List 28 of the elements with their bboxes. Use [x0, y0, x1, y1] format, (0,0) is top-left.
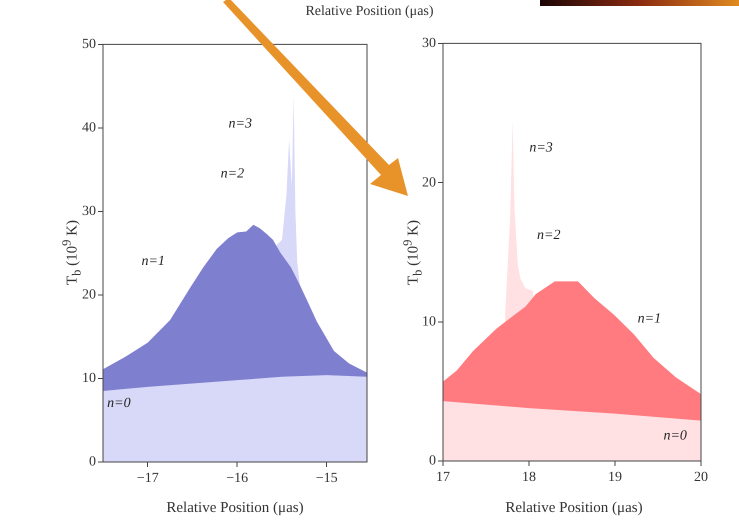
annotation: n=2 — [537, 228, 561, 244]
annotation: n=2 — [220, 166, 244, 182]
annotation: n=1 — [141, 254, 165, 270]
x-tick-label: −15 — [316, 471, 338, 486]
annotation: n=3 — [228, 116, 252, 132]
annotation: n=3 — [529, 140, 553, 156]
y-tick-label: 40 — [82, 120, 96, 136]
x-tick-label: 20 — [694, 470, 708, 486]
text: Relative Position (μas) — [304, 4, 435, 20]
annotation: n=0 — [663, 428, 687, 444]
y-tick-label: 30 — [422, 36, 436, 52]
x-tick-label: 19 — [608, 470, 622, 486]
y-tick-label: 20 — [82, 288, 96, 303]
y-tick-label: 30 — [82, 204, 96, 220]
annotation: n=0 — [107, 396, 131, 412]
x-tick-label: 17 — [436, 470, 450, 486]
x-axis-title: Relative Position (μas) — [504, 500, 644, 517]
x-axis-title: Relative Position (μas) — [165, 500, 305, 517]
x-tick-label: −17 — [136, 471, 159, 486]
x-tick-label: 18 — [522, 470, 536, 486]
x-tick-label: −16 — [226, 471, 248, 486]
y-tick-label: 10 — [82, 371, 96, 386]
y-tick-label: 0 — [89, 454, 96, 470]
annotation: n=1 — [638, 312, 662, 327]
y-tick-label: 20 — [422, 175, 436, 190]
y-tick-label: 0 — [429, 454, 436, 469]
y-tick-label: 50 — [82, 37, 96, 52]
y-tick-label: 10 — [422, 314, 436, 330]
